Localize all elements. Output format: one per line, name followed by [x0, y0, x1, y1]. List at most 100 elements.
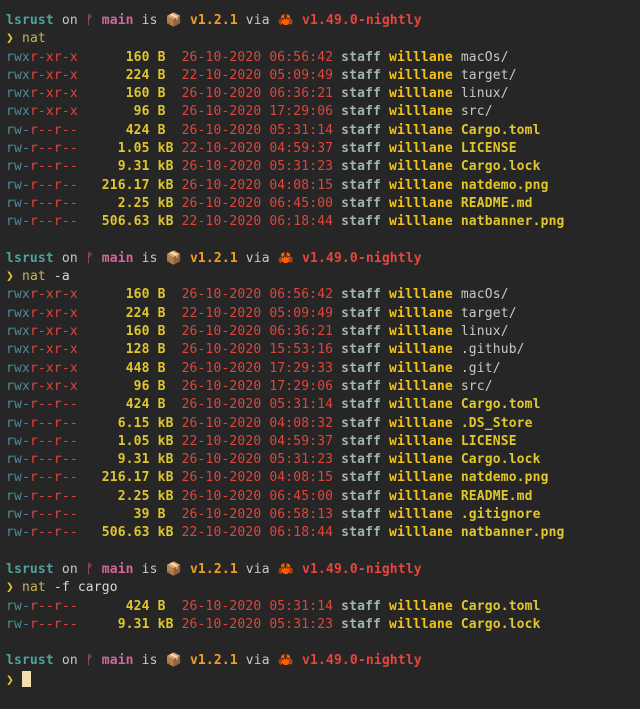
modified-time: 04:08:32: [269, 415, 334, 431]
size-unit: kB: [157, 525, 174, 541]
modified-date: 26-10-2020: [181, 287, 262, 303]
prompt-on: on: [61, 653, 78, 669]
file-row[interactable]: rwxr-xr-x 224 B 22-10-2020 05:09:49 staf…: [6, 305, 640, 323]
file-group: staff: [341, 360, 382, 376]
size-unit: kB: [157, 488, 174, 504]
permissions-owner: rwx: [6, 287, 30, 303]
file-owner: willlane: [389, 378, 453, 394]
file-row[interactable]: rw-r--r-- 424 B 26-10-2020 05:31:14 staf…: [6, 122, 640, 140]
file-owner: willlane: [389, 159, 453, 175]
permissions-owner: rw-: [6, 470, 30, 486]
file-name: .DS_Store: [460, 415, 533, 431]
file-row[interactable]: rwxr-xr-x 96 B 26-10-2020 17:29:06 staff…: [6, 378, 640, 396]
file-row[interactable]: rwxr-xr-x 224 B 22-10-2020 05:09:49 staf…: [6, 67, 640, 85]
file-size: 216.17: [101, 470, 150, 486]
file-row[interactable]: rw-r--r-- 216.17 kB 26-10-2020 04:08:15 …: [6, 469, 640, 487]
file-row[interactable]: rwxr-xr-x 128 B 26-10-2020 15:53:16 staf…: [6, 341, 640, 359]
modified-time: 06:36:21: [269, 324, 334, 340]
size-unit: kB: [157, 214, 174, 230]
file-owner: willlane: [389, 415, 453, 431]
size-unit: kB: [157, 141, 174, 157]
modified-date: 26-10-2020: [181, 49, 262, 65]
size-unit: kB: [157, 433, 174, 449]
command-name: nat: [21, 580, 46, 596]
directory-name: linux/: [460, 86, 509, 102]
file-name: Cargo.toml: [460, 397, 541, 413]
file-size: 448: [125, 360, 150, 376]
git-branch-name: main: [101, 250, 134, 266]
file-size: 160: [125, 287, 150, 303]
file-row[interactable]: rwxr-xr-x 160 B 26-10-2020 06:36:21 staf…: [6, 323, 640, 341]
file-owner: willlane: [389, 433, 453, 449]
git-branch-icon: ᚠ: [85, 250, 94, 266]
file-row[interactable]: rwxr-xr-x 160 B 26-10-2020 06:36:21 staf…: [6, 85, 640, 103]
file-row[interactable]: rw-r--r-- 9.31 kB 26-10-2020 05:31:23 st…: [6, 616, 640, 634]
file-name: natbanner.png: [460, 525, 565, 541]
size-unit: B: [157, 378, 166, 394]
permissions-group-other: r--r--: [29, 616, 78, 632]
permissions-owner: rwx: [6, 378, 30, 394]
size-unit: B: [157, 507, 166, 523]
prompt-via: via: [245, 561, 270, 577]
permissions-owner: rw-: [6, 452, 30, 468]
file-owner: willlane: [389, 342, 453, 358]
permissions-group-other: r--r--: [29, 433, 78, 449]
prompt-is: is: [141, 250, 158, 266]
prompt-via: via: [245, 653, 270, 669]
prompt-line: lsrust on ᚠ main is 📦 v1.2.1 via 🦀 v1.49…: [6, 652, 640, 670]
file-row[interactable]: rw-r--r-- 216.17 kB 26-10-2020 04:08:15 …: [6, 177, 640, 195]
permissions-group-other: r--r--: [29, 122, 78, 138]
file-row[interactable]: rw-r--r-- 506.63 kB 22-10-2020 06:18:44 …: [6, 524, 640, 542]
permissions-group-other: r--r--: [29, 452, 78, 468]
file-size: 128: [125, 342, 150, 358]
prompt-line: lsrust on ᚠ main is 📦 v1.2.1 via 🦀 v1.49…: [6, 561, 640, 579]
permissions-owner: rw-: [6, 598, 30, 614]
prompt-via: via: [245, 250, 270, 266]
prompt-is: is: [141, 13, 158, 28]
file-row[interactable]: rwxr-xr-x 160 B 26-10-2020 06:56:42 staf…: [6, 49, 640, 67]
file-row[interactable]: rw-r--r-- 424 B 26-10-2020 05:31:14 staf…: [6, 396, 640, 414]
terminal-window[interactable]: lsrust on ᚠ main is 📦 v1.2.1 via 🦀 v1.49…: [0, 0, 640, 689]
rust-version: v1.49.0-nightly: [302, 250, 422, 266]
prompt-via: via: [245, 13, 270, 28]
file-row[interactable]: rwxr-xr-x 96 B 26-10-2020 17:29:06 staff…: [6, 103, 640, 121]
modified-date: 26-10-2020: [181, 342, 262, 358]
file-group: staff: [341, 324, 382, 340]
file-row[interactable]: rw-r--r-- 9.31 kB 26-10-2020 05:31:23 st…: [6, 158, 640, 176]
file-row[interactable]: rw-r--r-- 424 B 26-10-2020 05:31:14 staf…: [6, 598, 640, 616]
active-command-line[interactable]: ❯: [6, 670, 640, 689]
text-cursor[interactable]: [21, 670, 31, 687]
file-row[interactable]: rwxr-xr-x 160 B 26-10-2020 06:56:42 staf…: [6, 286, 640, 304]
modified-time: 05:09:49: [269, 305, 334, 321]
modified-time: 06:58:13: [269, 507, 334, 523]
file-row[interactable]: rw-r--r-- 2.25 kB 26-10-2020 06:45:00 st…: [6, 488, 640, 506]
package-version: v1.2.1: [189, 13, 238, 28]
modified-date: 22-10-2020: [181, 67, 262, 83]
prompt-arrow-icon: ❯: [6, 580, 14, 596]
file-owner: willlane: [389, 488, 453, 504]
size-unit: B: [157, 397, 166, 413]
file-group: staff: [341, 177, 382, 193]
rust-version: v1.49.0-nightly: [302, 13, 422, 28]
file-size: 1.05: [117, 141, 150, 157]
file-row[interactable]: rw-r--r-- 1.05 kB 22-10-2020 04:59:37 st…: [6, 433, 640, 451]
file-owner: willlane: [389, 324, 453, 340]
rust-crab-icon: 🦀: [277, 250, 295, 266]
size-unit: kB: [157, 452, 174, 468]
file-size: 160: [125, 86, 150, 102]
file-size: 96: [133, 104, 150, 120]
file-size: 224: [125, 305, 150, 321]
file-row[interactable]: rwxr-xr-x 448 B 26-10-2020 17:29:33 staf…: [6, 360, 640, 378]
permissions-owner: rw-: [6, 415, 30, 431]
file-owner: willlane: [389, 67, 453, 83]
file-owner: willlane: [389, 598, 453, 614]
directory-name: linux/: [460, 324, 509, 340]
file-row[interactable]: rw-r--r-- 2.25 kB 26-10-2020 06:45:00 st…: [6, 195, 640, 213]
file-row[interactable]: rw-r--r-- 506.63 kB 22-10-2020 06:18:44 …: [6, 213, 640, 231]
file-row[interactable]: rw-r--r-- 6.15 kB 26-10-2020 04:08:32 st…: [6, 415, 640, 433]
file-name: Cargo.lock: [460, 159, 541, 175]
blank-line: [6, 543, 640, 561]
file-row[interactable]: rw-r--r-- 1.05 kB 22-10-2020 04:59:37 st…: [6, 140, 640, 158]
file-row[interactable]: rw-r--r-- 9.31 kB 26-10-2020 05:31:23 st…: [6, 451, 640, 469]
file-row[interactable]: rw-r--r-- 39 B 26-10-2020 06:58:13 staff…: [6, 506, 640, 524]
